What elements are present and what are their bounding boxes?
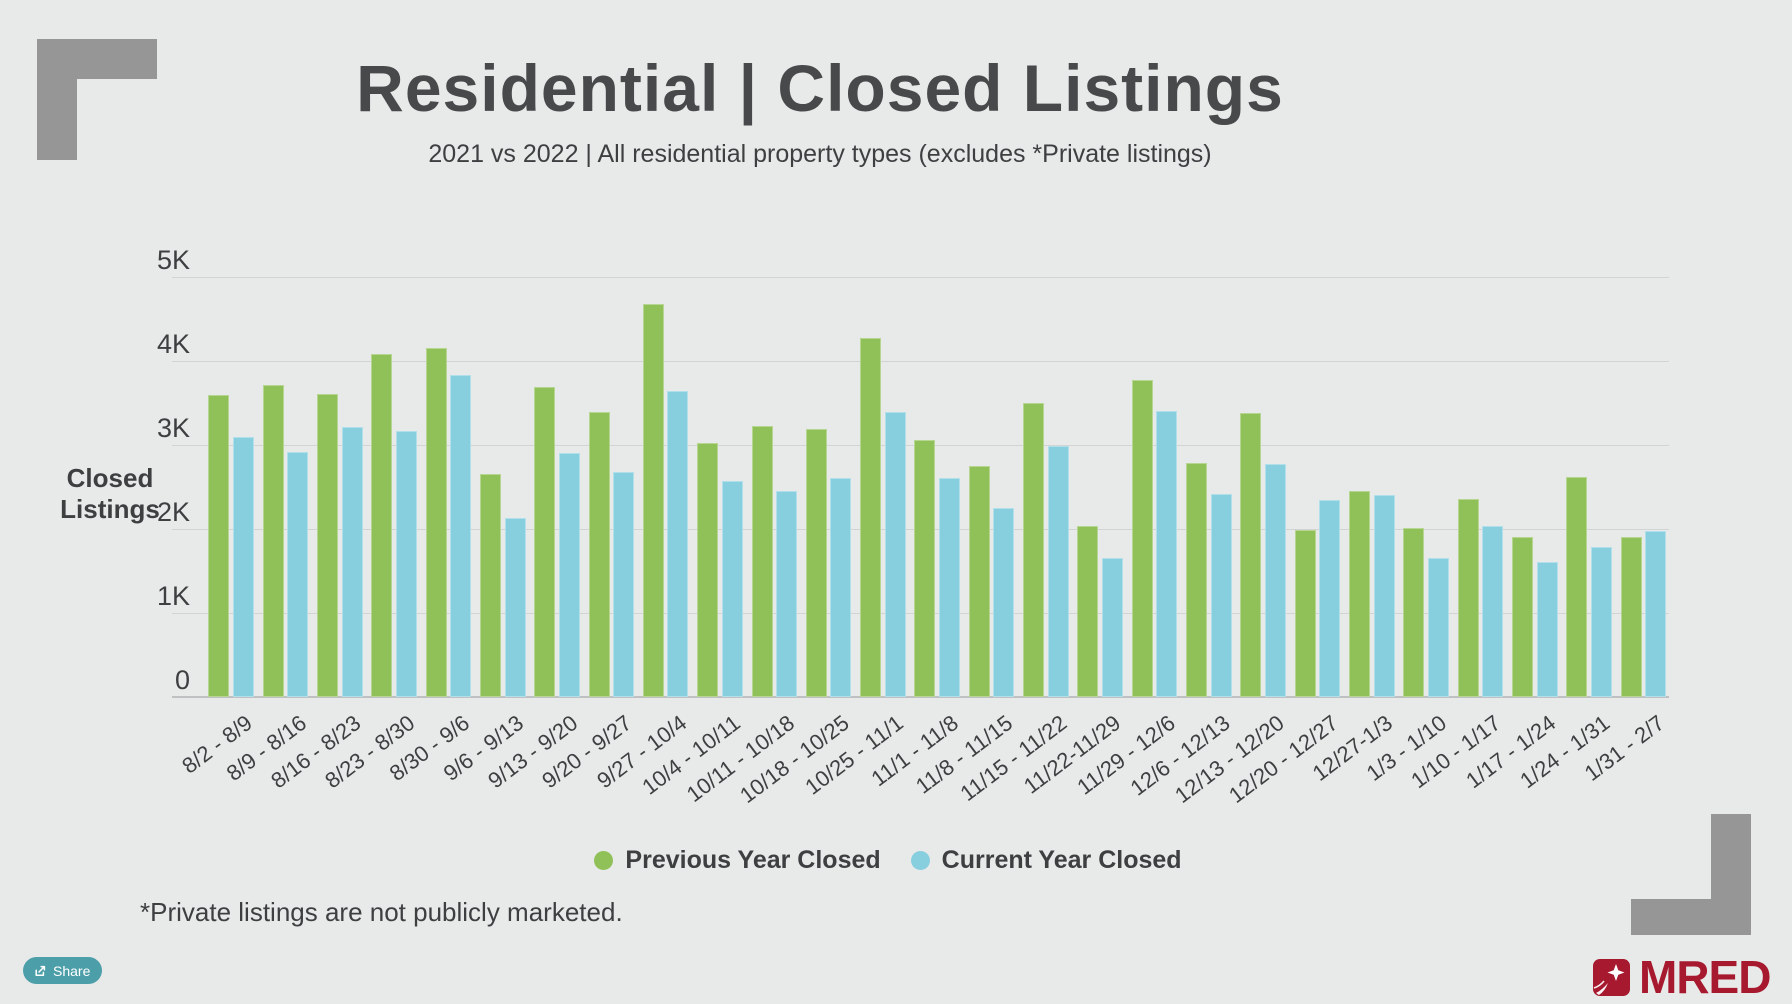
corner-bracket-top-left [37,39,157,160]
bar-previous-year[interactable] [860,338,881,697]
bar-current-year[interactable] [1319,500,1340,697]
bar-current-year[interactable] [613,472,634,697]
bar-current-year[interactable] [1428,558,1449,697]
share-arrow-icon [33,964,47,978]
bar-current-year[interactable] [1482,526,1503,697]
bar-current-year[interactable] [1537,562,1558,697]
footnote: *Private listings are not publicly marke… [140,897,623,927]
bar-previous-year[interactable] [752,426,773,697]
green-dot-icon [594,851,614,870]
bar-previous-year[interactable] [1132,380,1153,697]
bar-previous-year[interactable] [371,354,392,697]
page-title: Residential | Closed Listings [356,51,1284,125]
chart-header: Residential | Closed Listings 2021 vs 20… [0,48,1640,169]
bar-current-year[interactable] [1102,558,1123,697]
legend-item-current-year: Current Year Closed [910,846,1182,875]
bar-previous-year[interactable] [1566,477,1587,697]
bar-current-year[interactable] [342,427,363,697]
bar-previous-year[interactable] [1349,491,1370,697]
bar-previous-year[interactable] [589,412,610,697]
bar-previous-year[interactable] [1023,403,1044,697]
y-axis-title-line1: Closed [66,463,154,493]
y-axis-tick-label: 3K [156,413,190,443]
y-axis-title-line2: Listings [60,494,160,524]
bar-current-year[interactable] [233,437,254,697]
bar-previous-year[interactable] [1621,537,1642,697]
bar-previous-year[interactable] [1240,413,1261,697]
bar-previous-year[interactable] [1295,530,1316,697]
legend-item-previous-year: Previous Year Closed [594,846,881,875]
bar-previous-year[interactable] [1077,526,1098,697]
y-axis-title: Closed Listings [58,463,162,525]
bar-current-year[interactable] [505,518,526,697]
bar-current-year[interactable] [776,491,797,697]
x-axis-line [172,696,1669,698]
bar-current-year[interactable] [939,478,960,697]
bar-current-year[interactable] [993,508,1014,697]
bar-current-year[interactable] [1265,464,1286,697]
bar-previous-year[interactable] [426,348,447,697]
bar-previous-year[interactable] [697,443,718,697]
bar-current-year[interactable] [1156,411,1177,697]
blue-dot-icon [910,851,930,870]
bar-current-year[interactable] [559,453,580,697]
gridline [172,277,1669,278]
y-axis-tick-label: 2K [156,497,190,527]
bar-current-year[interactable] [287,452,308,697]
bar-current-year[interactable] [450,375,471,697]
bar-current-year[interactable] [722,481,743,697]
share-button[interactable]: Share [23,957,103,984]
bar-current-year[interactable] [1374,495,1395,697]
bar-previous-year[interactable] [806,429,827,697]
corner-bracket-bottom-right [1631,814,1751,935]
bar-previous-year[interactable] [1458,499,1479,697]
brand-logo: MRED [1592,950,1771,1004]
bar-previous-year[interactable] [643,304,664,697]
page-subtitle: 2021 vs 2022 | All residential property … [428,140,1212,168]
legend-label-previous-year: Previous Year Closed [625,846,881,874]
share-button-label: Share [53,962,91,979]
bar-current-year[interactable] [885,412,906,697]
bar-previous-year[interactable] [1512,537,1533,697]
gridline [172,361,1669,362]
bar-previous-year[interactable] [480,474,501,697]
bar-previous-year[interactable] [1403,528,1424,697]
bar-previous-year[interactable] [969,466,990,697]
chart-legend: Previous Year Closed Current Year Closed [0,846,1776,875]
y-axis-tick-label: 5K [156,245,190,275]
bar-previous-year[interactable] [534,387,555,697]
bar-current-year[interactable] [396,431,417,697]
brand-name: MRED [1639,951,1771,1003]
bar-current-year[interactable] [1645,531,1666,697]
bar-previous-year[interactable] [1186,463,1207,697]
bar-current-year[interactable] [667,391,688,697]
bar-current-year[interactable] [830,478,851,697]
bar-previous-year[interactable] [263,385,284,697]
bar-current-year[interactable] [1591,547,1612,697]
bar-current-year[interactable] [1048,446,1069,697]
y-axis-tick-label: 1K [156,581,190,611]
y-axis-tick-label: 4K [156,329,190,359]
bar-previous-year[interactable] [914,440,935,697]
y-axis-tick-label: 0 [174,665,190,695]
plot-area [172,277,1669,698]
bar-previous-year[interactable] [208,395,229,697]
mred-starburst-icon [1592,957,1632,997]
bar-current-year[interactable] [1211,494,1232,697]
legend-label-current-year: Current Year Closed [941,846,1182,874]
bar-previous-year[interactable] [317,394,338,697]
